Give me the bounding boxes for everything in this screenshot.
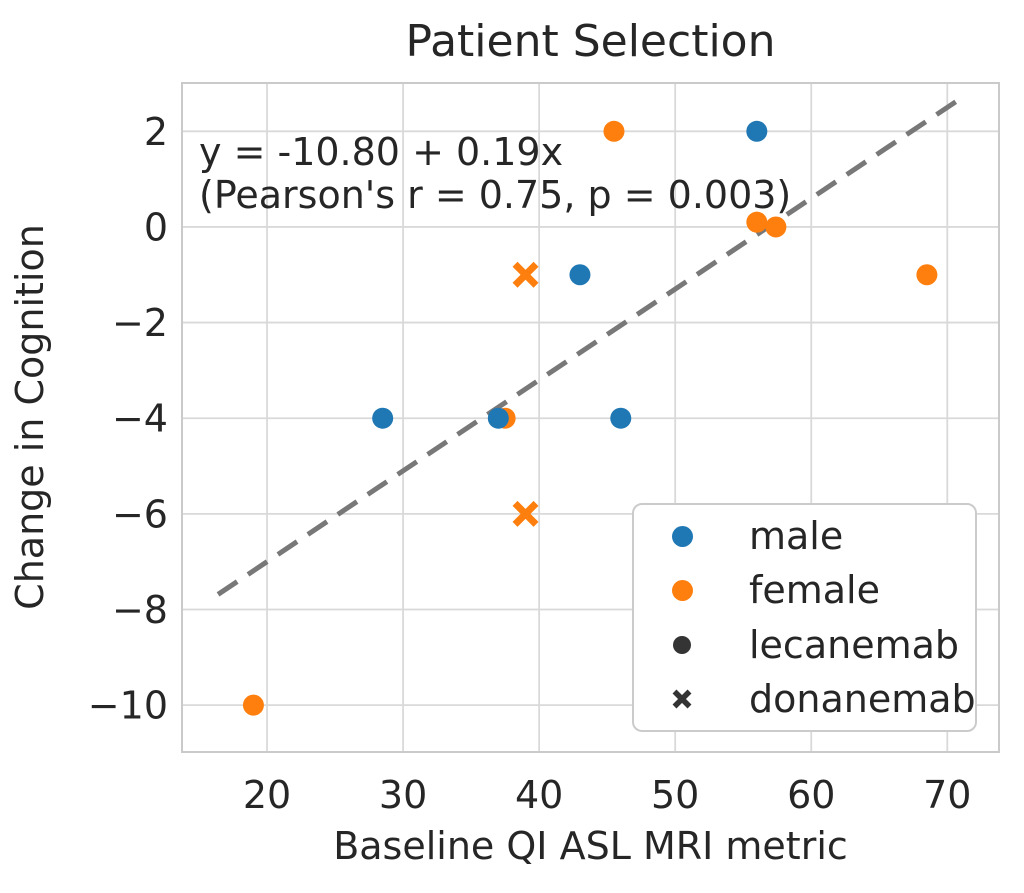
regression-stats: (Pearson's r = 0.75, p = 0.003) [199,173,792,217]
x-tick-label: 60 [787,773,835,817]
x-tick-label: 50 [651,773,699,817]
x-tick-label: 40 [515,773,563,817]
scatter-point-x [512,261,539,288]
chart-title: Patient Selection [405,16,776,67]
y-tick-label: −6 [112,492,168,536]
scatter-point [746,120,768,142]
y-tick-label: −10 [88,684,168,728]
legend-item-lecanemab: lecanemab [634,623,975,667]
plot-spine [181,82,1000,753]
donanemab-x-icon [671,688,693,710]
y-tick-label: 0 [144,205,168,249]
scatter-point [746,211,768,233]
scatter-point [603,120,625,142]
legend-item-donanemab: donanemab [634,676,976,721]
y-tick-label: −2 [112,301,168,345]
legend-box: male female lecanemab donanemab [632,503,977,732]
y-axis-label: Change in Cognition [8,224,52,610]
legend-item-female: female [634,568,975,612]
legend-label-donanemab: donanemab [749,676,976,721]
scatter-point [372,407,394,429]
legend-label-lecanemab: lecanemab [749,622,960,667]
x-tick-label: 20 [243,773,291,817]
female-dot-icon [671,579,693,601]
scatter-point-x [512,500,539,527]
trend-line [216,96,963,597]
legend-label-male: male [749,514,844,559]
legend-label-female: female [749,568,880,613]
scatter-point [569,264,591,286]
legend-item-male: male [634,514,975,558]
scatter-point [916,264,938,286]
y-tick-label: −4 [112,397,168,441]
regression-annotation: y = -10.80 + 0.19x (Pearson's r = 0.75, … [199,131,791,217]
scatter-point [610,407,632,429]
regression-equation: y = -10.80 + 0.19x [199,130,564,174]
lecanemab-dot-icon [671,634,693,656]
x-axis-label: Baseline QI ASL MRI metric [333,824,848,868]
scatter-point [765,216,787,238]
male-dot-icon [671,525,693,547]
y-tick-label: 2 [144,110,168,154]
scatter-point [242,694,264,716]
y-tick-label: −8 [112,588,168,632]
scatter-point [487,407,509,429]
x-tick-label: 30 [379,773,427,817]
x-tick-label: 70 [923,773,971,817]
